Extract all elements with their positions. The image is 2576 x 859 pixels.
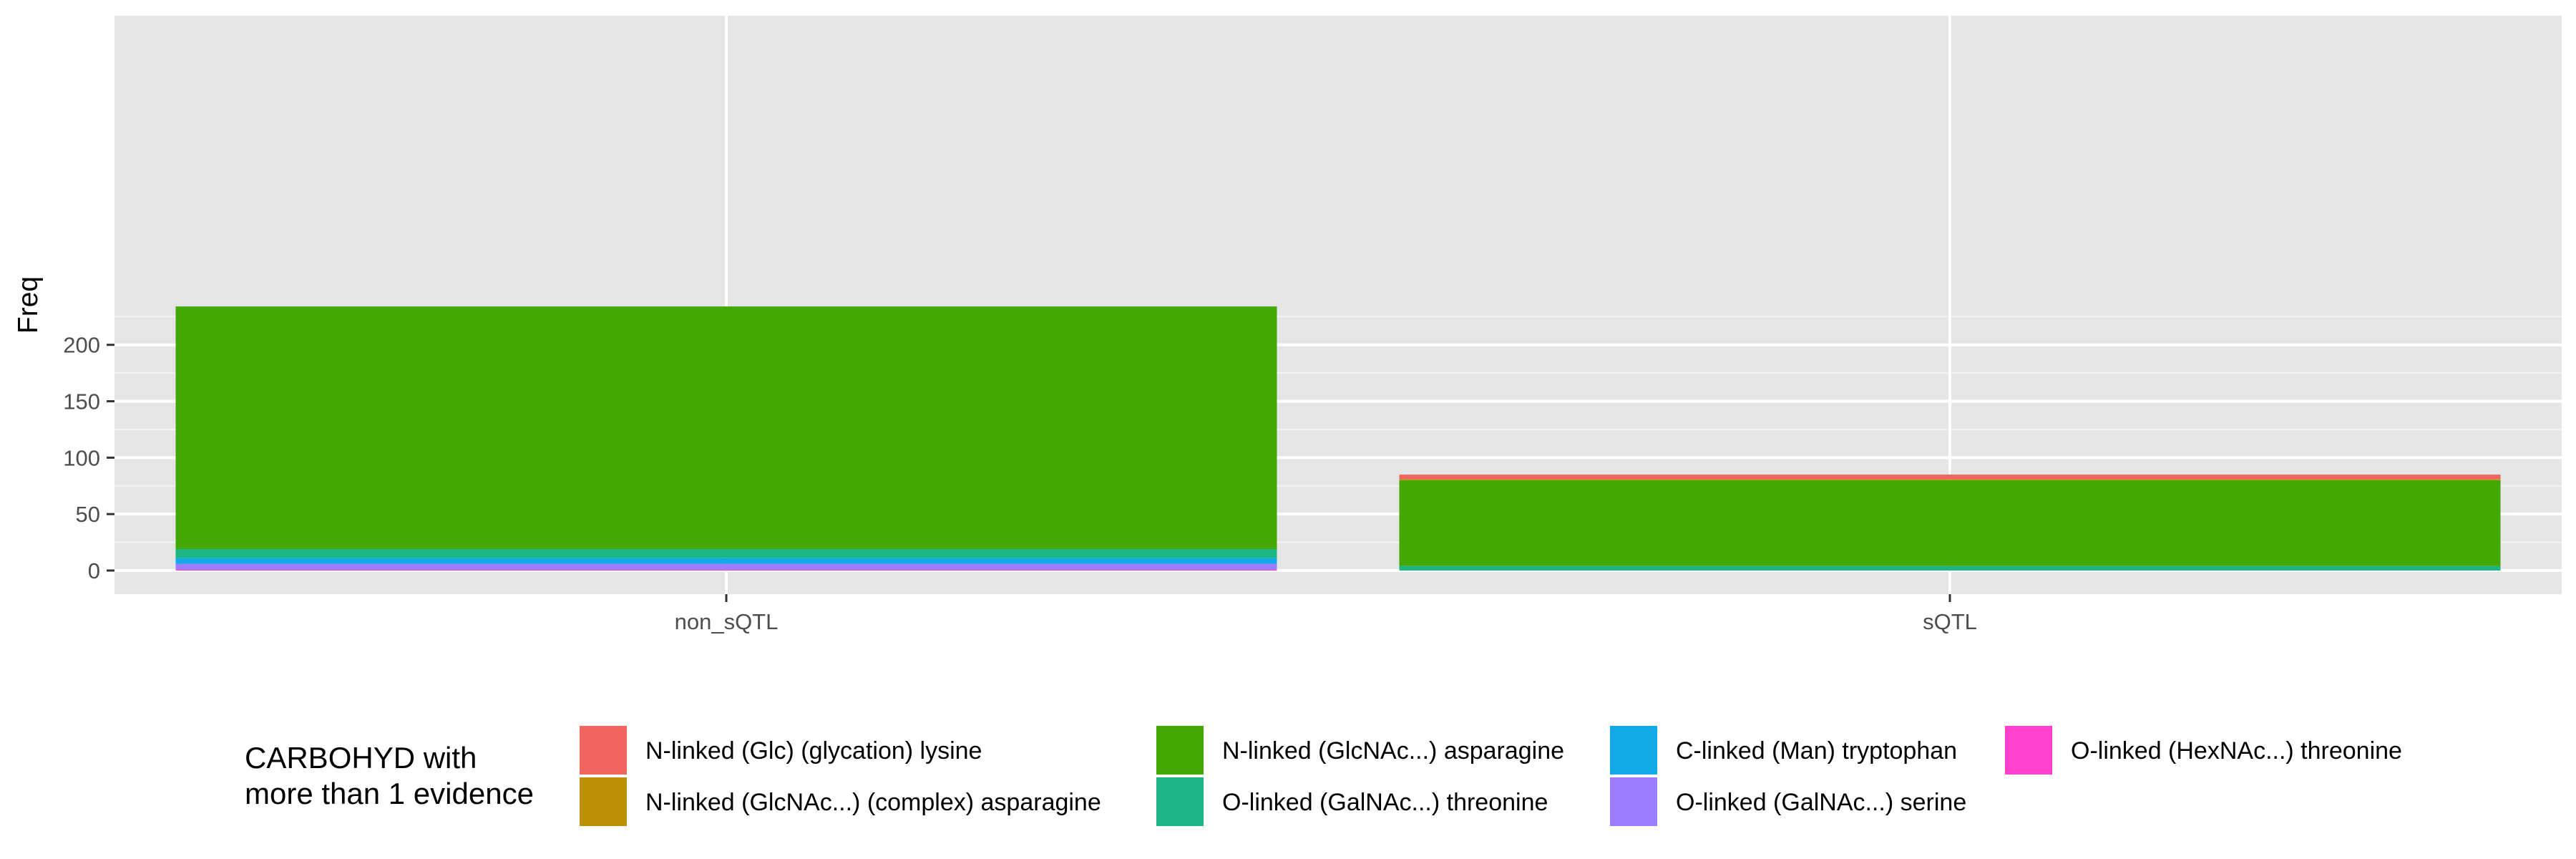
bar-segment [175, 306, 1277, 550]
legend-label: O-linked (HexNAc...) threonine [2071, 737, 2402, 765]
legend-label: O-linked (GalNAc...) threonine [1222, 789, 1548, 816]
legend-key [1610, 777, 1657, 826]
y-axis: 0 50 100 150 200 [63, 333, 114, 583]
bar-segment [1399, 479, 2501, 480]
legend-key [580, 777, 627, 826]
legend-key [1610, 726, 1657, 775]
y-axis-title: Freq [13, 276, 44, 334]
legend-label: N-linked (GlcNAc...) asparagine [1222, 737, 1564, 765]
x-axis: non_sQTL sQTL [675, 594, 1977, 634]
x-tick-label: non_sQTL [675, 609, 779, 634]
y-tick-label: 200 [63, 333, 100, 358]
y-tick-label: 0 [88, 558, 100, 583]
legend-label: C-linked (Man) tryptophan [1676, 737, 1957, 765]
y-tick-label: 100 [63, 445, 100, 470]
legend-title-line-1: CARBOHYD with [245, 741, 477, 775]
bar-segment [1399, 566, 2501, 571]
bar-segment [1399, 480, 2501, 566]
bar-segment [175, 563, 1277, 570]
legend-title-line-2: more than 1 evidence [245, 777, 534, 810]
legend-key [1156, 726, 1204, 775]
x-tick-label: sQTL [1923, 609, 1977, 634]
legend: CARBOHYD with more than 1 evidence N-lin… [245, 726, 2402, 826]
legend-label: N-linked (GlcNAc...) (complex) asparagin… [645, 789, 1101, 816]
legend-label: O-linked (GalNAc...) serine [1676, 789, 1966, 816]
y-tick-label: 50 [76, 502, 100, 527]
bar-segment [175, 549, 1277, 558]
bar-segment [175, 558, 1277, 564]
bars [175, 306, 2501, 571]
legend-key [2005, 726, 2052, 775]
legend-key [1156, 777, 1204, 826]
bar-segment [1399, 475, 2501, 480]
legend-label: N-linked (Glc) (glycation) lysine [645, 737, 982, 765]
bar-segment [175, 569, 1277, 571]
legend-key [580, 726, 627, 775]
y-tick-label: 150 [63, 389, 100, 414]
